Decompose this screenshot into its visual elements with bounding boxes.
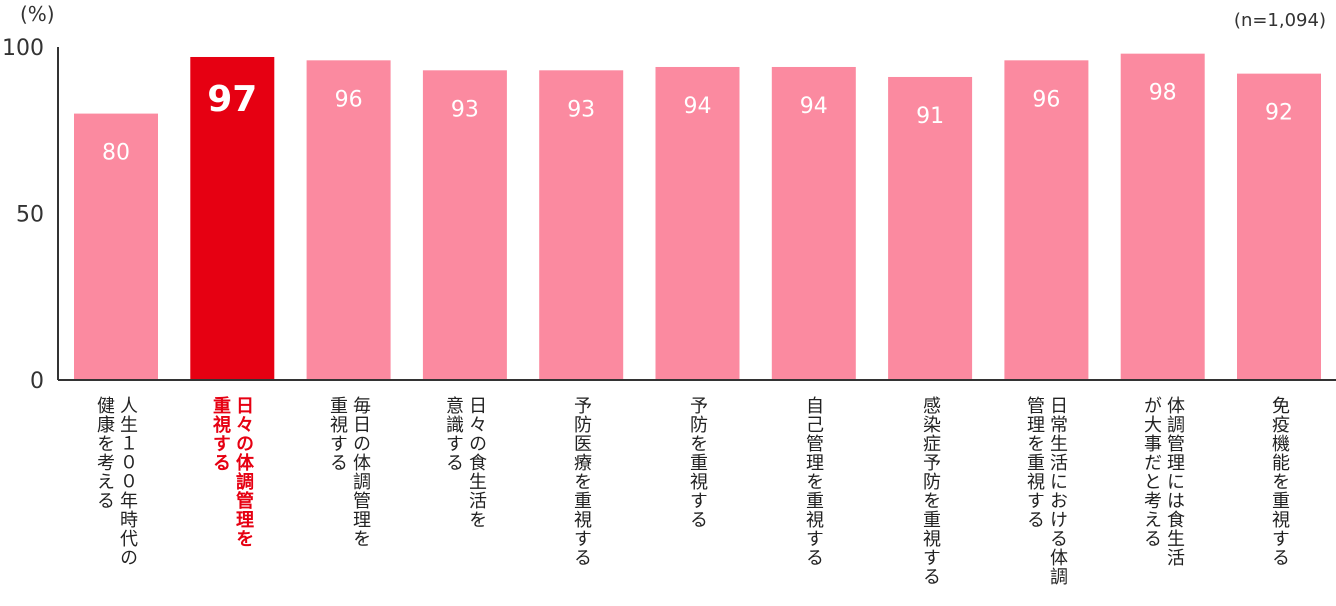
bar bbox=[422, 70, 507, 380]
x-category-label: 免疫機能を重視する bbox=[1269, 396, 1290, 567]
bar bbox=[190, 56, 275, 381]
y-tick-label: 0 bbox=[30, 369, 44, 394]
bar-value-label: 94 bbox=[684, 94, 712, 119]
x-category-label: 体調管理には食生活 が大事だと考える bbox=[1141, 396, 1185, 567]
bar-value-label: 93 bbox=[567, 97, 595, 122]
bar bbox=[306, 60, 391, 380]
bar bbox=[1004, 60, 1089, 380]
bar-value-label: 94 bbox=[800, 94, 828, 119]
x-category-label: 予防を重視する bbox=[687, 396, 708, 529]
x-category-label: 人生１００年時代の 健康を考える bbox=[94, 396, 138, 567]
bar bbox=[655, 66, 740, 380]
bar bbox=[1120, 53, 1205, 380]
bar-value-label: 80 bbox=[102, 141, 130, 166]
bar-value-label: 96 bbox=[335, 87, 363, 112]
bar bbox=[539, 70, 624, 380]
x-category-label: 日々の体調管理を 重視する bbox=[210, 396, 254, 548]
bar bbox=[771, 66, 856, 380]
x-category-label: 毎日の体調管理を 重視する bbox=[327, 396, 371, 548]
bar-value-label: 96 bbox=[1032, 87, 1060, 112]
bar bbox=[888, 76, 973, 380]
y-unit-label: (%) bbox=[20, 2, 55, 26]
x-category-label: 予防医療を重視する bbox=[571, 396, 592, 567]
bar-value-label: 97 bbox=[207, 79, 257, 120]
bar-value-label: 92 bbox=[1265, 101, 1293, 126]
x-category-label: 日常生活における体調 管理を重視する bbox=[1024, 396, 1068, 586]
bar bbox=[74, 113, 158, 380]
y-tick-label: 100 bbox=[2, 36, 44, 61]
x-category-label: 感染症予防を重視する bbox=[920, 396, 941, 586]
x-category-label: 日々の食生活を 意識する bbox=[443, 396, 487, 529]
bar-value-label: 91 bbox=[916, 104, 944, 129]
bar-value-label: 93 bbox=[451, 97, 479, 122]
sample-size-label: (n=1,094) bbox=[1233, 10, 1326, 31]
bar bbox=[1237, 73, 1321, 380]
x-category-label: 自己管理を重視する bbox=[803, 396, 824, 567]
y-tick-label: 50 bbox=[16, 203, 44, 228]
bar-value-label: 98 bbox=[1149, 81, 1177, 106]
